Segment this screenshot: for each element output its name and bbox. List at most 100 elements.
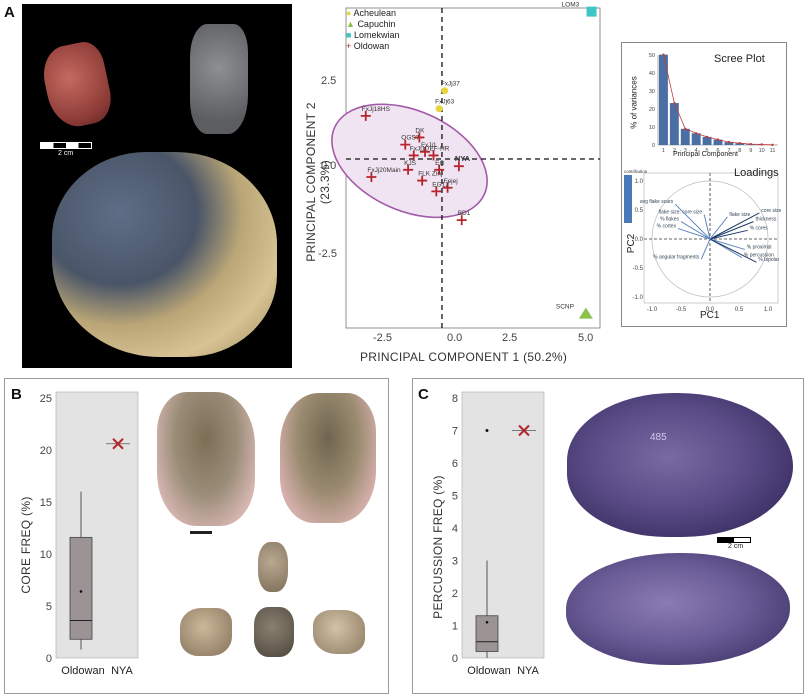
- scree-xtick: 4: [695, 148, 698, 154]
- pca-xtick: 0.0: [447, 332, 463, 344]
- point-label: SCNP: [556, 304, 574, 311]
- scree-ytick: 40: [649, 71, 655, 77]
- nya-marker: [518, 424, 530, 437]
- oldowan-point: [428, 150, 439, 161]
- scree-plot: 0 10 20 30 40 50 1 2 3 4 5 6 7 8 9 10 11: [649, 53, 778, 154]
- contribution-gradient: [624, 175, 632, 223]
- oldowan-point: [403, 164, 414, 175]
- oldowan-point: [414, 132, 425, 143]
- loadings-title: Loadings: [734, 167, 779, 179]
- boxplot-ytick: 10: [40, 549, 52, 561]
- scree-ylabel: % of variances: [629, 76, 639, 129]
- point-label: KJS: [404, 160, 417, 167]
- legend-acheulean: ● Acheulean: [346, 8, 396, 18]
- pca-xtick: -2.5: [373, 332, 392, 344]
- hammerstone-number: 485: [650, 432, 667, 443]
- boxplot-ytick: 25: [40, 393, 52, 405]
- scree-xtick: 3: [684, 148, 687, 154]
- scree-bar: [702, 136, 712, 145]
- point-label: EG12: [432, 181, 449, 188]
- oldowan-point: [360, 110, 371, 121]
- loadings-xlabel: PC1: [700, 310, 720, 321]
- pca-ytick: 2.5: [321, 75, 337, 87]
- loading-arrow: [709, 221, 754, 240]
- scale-bar-a-label: 2 cm: [58, 150, 74, 157]
- point-label: Fejej: [444, 178, 458, 185]
- pca-xtick: 5.0: [578, 332, 594, 344]
- boxplot-ytick: 15: [40, 497, 52, 509]
- point-label: FxJj37: [441, 81, 461, 88]
- boxplot-category: NYA: [517, 665, 539, 677]
- boxplot-category: Oldowan: [61, 665, 104, 677]
- point-label: LOM3: [562, 2, 580, 9]
- point-label: FxJj1: [421, 142, 437, 149]
- oldowan-point: [431, 186, 442, 197]
- scree-bar: [659, 54, 668, 145]
- point-label: FxJj20Main: [367, 167, 401, 174]
- scree-xtick: 9: [749, 148, 752, 154]
- hammerstone-photo-2: [566, 553, 790, 665]
- nya-marker: [112, 438, 124, 450]
- scree-point: [716, 138, 720, 141]
- legend-lomekwian: ■ Lomekwian: [346, 30, 400, 40]
- loading-arrow: [709, 216, 728, 240]
- scree-xtick: 7: [727, 148, 730, 154]
- loading-label: % cores: [750, 225, 769, 231]
- loadings-xtick: 0.0: [706, 307, 715, 313]
- core-photo-2: [280, 393, 376, 523]
- scree-bar: [669, 103, 679, 145]
- pca-ytick: 0.0: [321, 160, 337, 172]
- loadings-ytick: -1.0: [633, 295, 644, 301]
- oldowan-point: [456, 215, 467, 226]
- oldowan-point: [420, 146, 431, 157]
- inset-frame: [621, 42, 787, 327]
- scree-ytick: 20: [649, 107, 655, 113]
- loadings-ytick: 0.5: [635, 208, 644, 214]
- boxplot-ytick: 0: [46, 653, 52, 665]
- loading-label: % percussion: [744, 253, 774, 259]
- oldowan-box: [475, 615, 499, 652]
- point-label: FxJj10: [410, 145, 430, 152]
- loadings-plot: contribution -1.0 -0.5 0.0 0.5 1.0 1.0 0.5 0.0 -0…: [624, 169, 782, 313]
- scree-point: [684, 127, 687, 130]
- artifact-small-flake: [38, 38, 116, 132]
- loadings-frame: [643, 172, 779, 304]
- oldowan-point: [434, 164, 445, 175]
- scree-ytick: 0: [652, 143, 655, 149]
- loading-arrow: [709, 212, 760, 240]
- boxplot-category: NYA: [111, 665, 133, 677]
- scree-point: [738, 142, 742, 145]
- boxplot-ytick: 6: [452, 458, 458, 470]
- loading-label: % proximal: [747, 244, 772, 250]
- loadings-xtick: 1.0: [764, 307, 773, 313]
- loading-arrow: [677, 228, 711, 240]
- percussion-freq-boxplot: 0 1 2 3 4 5 6 7 8 Oldowan NYA: [452, 391, 545, 677]
- scree-point: [705, 135, 709, 139]
- point-label: NYA: [455, 154, 471, 163]
- flake-photo-center: [254, 607, 294, 657]
- panel-b-border: [4, 378, 389, 694]
- loadings-ytick: 0.0: [635, 237, 644, 243]
- scree-bar: [713, 139, 723, 145]
- scale-bar-b: [190, 531, 212, 534]
- pca-ylabel: PRINCIPAL COMPONENT 2 (23.3%): [304, 102, 332, 262]
- scree-point: [673, 101, 676, 105]
- boxplot-ytick: 20: [40, 445, 52, 457]
- loading-arrow: [709, 238, 745, 250]
- scree-xtick: 10: [759, 148, 765, 154]
- boxplot-ytick: 1: [452, 621, 458, 633]
- percussion-freq-ylabel: PERCUSSION FREQ (%): [431, 475, 445, 619]
- oldowan-mean: [79, 590, 83, 593]
- scree-point: [727, 140, 731, 144]
- loading-label: thickness: [756, 217, 777, 223]
- pca-ytick: -2.5: [318, 248, 337, 260]
- loading-label: % bipolar: [758, 257, 779, 263]
- point-label: OGS7: [401, 135, 419, 142]
- loading-label: % angular fragments: [653, 254, 700, 260]
- oldowan-point: [400, 139, 411, 150]
- flake-photo-left: [180, 608, 232, 656]
- legend-oldowan: + Oldowan: [346, 41, 390, 51]
- scree-xtick: 2: [673, 148, 676, 154]
- scree-point: [760, 143, 763, 146]
- scree-ytick: 30: [649, 89, 655, 95]
